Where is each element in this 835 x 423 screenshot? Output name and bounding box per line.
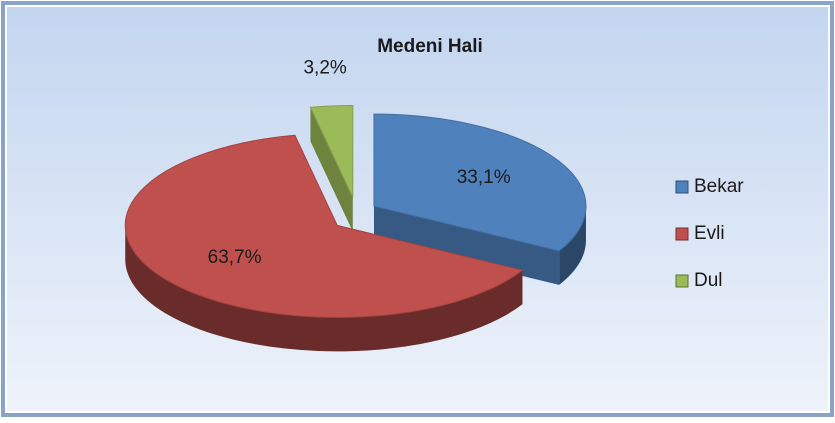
slice bbox=[124, 134, 524, 318]
slice bbox=[373, 113, 587, 252]
data-label: 33,1% bbox=[457, 167, 511, 188]
slice-side bbox=[125, 225, 523, 352]
slice-side bbox=[559, 206, 586, 285]
legend-swatch bbox=[675, 227, 689, 241]
legend-label: Dul bbox=[694, 270, 723, 291]
data-label: 63,7% bbox=[208, 247, 262, 268]
slice-cut bbox=[373, 206, 560, 285]
legend-swatch bbox=[675, 274, 689, 288]
legend-swatch bbox=[675, 180, 689, 194]
slice bbox=[309, 104, 354, 198]
legend-label: Evli bbox=[694, 223, 725, 244]
chart-title: Medeni Hali bbox=[377, 36, 483, 57]
slice-cut bbox=[310, 107, 353, 232]
legend-label: Bekar bbox=[694, 176, 744, 197]
data-label: 3,2% bbox=[303, 58, 346, 79]
